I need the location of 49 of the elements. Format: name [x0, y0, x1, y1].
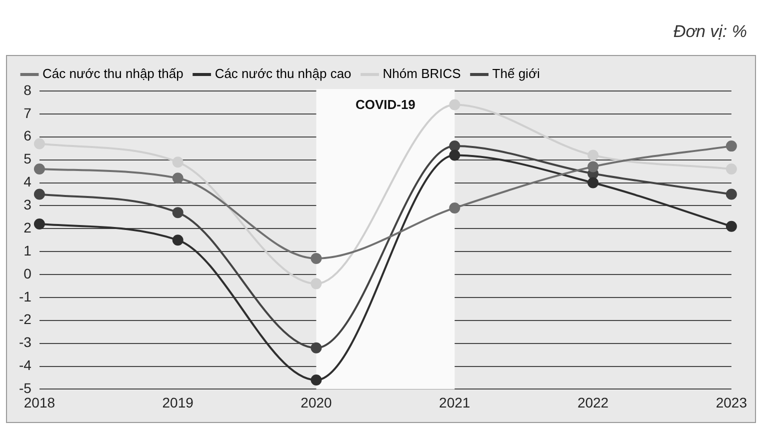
- x-tick-label: 2020: [300, 394, 332, 410]
- point: [588, 150, 599, 161]
- x-tick-label: 2021: [439, 394, 470, 410]
- y-tick-label: 5: [24, 150, 32, 167]
- x-tick-label: 2019: [162, 394, 194, 410]
- legend-label: Các nước thu nhập cao: [214, 66, 352, 82]
- y-tick-label: 2: [24, 219, 32, 236]
- y-tick-label: -5: [18, 380, 32, 396]
- point: [449, 150, 460, 161]
- y-tick-label: -3: [18, 334, 32, 350]
- point: [588, 161, 599, 172]
- y-tick-label: 7: [24, 104, 32, 121]
- x-tick-label: 2022: [577, 394, 609, 410]
- point: [310, 278, 322, 290]
- point: [310, 374, 322, 386]
- point: [172, 172, 184, 184]
- point: [310, 252, 322, 264]
- y-tick-label: -1: [18, 288, 32, 304]
- point: [588, 177, 599, 188]
- y-tick-label: 1: [24, 242, 32, 258]
- legend-label: Các nước thu nhập thấp: [42, 66, 184, 82]
- point: [310, 342, 322, 354]
- y-tick-label: 0: [24, 265, 32, 282]
- point: [726, 188, 737, 200]
- y-tick-label: 3: [24, 196, 32, 213]
- y-tick-label: 4: [24, 174, 32, 190]
- band-label: COVID-19: [355, 97, 416, 112]
- point: [34, 138, 45, 150]
- point: [449, 99, 460, 110]
- text: Đơn vị: %: [673, 22, 747, 42]
- legend-label: Thế giới: [492, 66, 540, 82]
- point: [449, 202, 460, 214]
- y-tick-label: 6: [24, 128, 32, 144]
- y-tick-label: -2: [18, 311, 32, 328]
- x-tick-label: 2018: [24, 394, 56, 410]
- point: [34, 188, 45, 200]
- point: [172, 156, 184, 168]
- point: [172, 207, 184, 218]
- point: [449, 140, 460, 152]
- point: [34, 218, 45, 230]
- point: [726, 220, 737, 232]
- y-tick-label: -4: [18, 357, 32, 374]
- x-tick-label: 2023: [716, 394, 748, 410]
- point: [172, 234, 184, 246]
- point: [726, 163, 737, 174]
- point: [726, 140, 737, 152]
- y-tick-label: 8: [24, 82, 32, 98]
- legend-label: Nhóm BRICS: [382, 66, 462, 82]
- point: [34, 163, 45, 174]
